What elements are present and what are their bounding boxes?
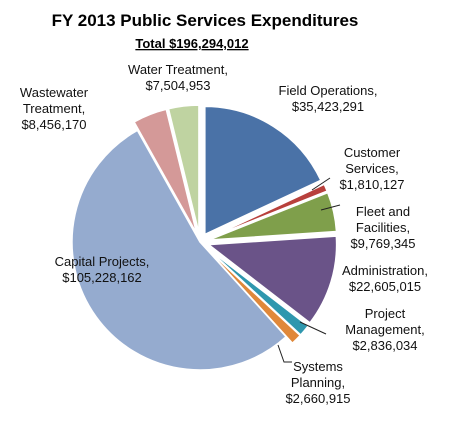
slice-label-line: Field Operations, [279,83,378,98]
pie-slice-field-operations [204,105,322,236]
pie-slice-capital-projects [71,129,288,371]
slice-label-field-operations: Field Operations, $35,423,291 [279,83,378,114]
slice-label-line: Services, [345,161,398,176]
slice-label-line: Administration, [342,263,428,278]
slice-label-line: Project [365,306,406,321]
slice-label-line: $35,423,291 [292,99,364,114]
slice-label-water-treatment: Water Treatment, $7,504,953 [128,62,228,93]
slice-label-line: Systems [293,359,343,374]
slice-label-line: $22,605,015 [349,279,421,294]
slice-label-line: Capital Projects, [55,254,150,269]
pie-slice-water-treatment [167,104,200,234]
slice-label-capital-projects: Capital Projects, $105,228,162 [55,254,150,285]
leader-line-systems-planning [277,344,292,363]
slice-label-line: $9,769,345 [350,236,415,251]
pie-slice-wastewater-treatment [133,108,198,234]
slice-label-line: $1,810,127 [339,177,404,192]
slice-label-line: Management, [345,322,425,337]
slice-label-line: $8,456,170 [21,117,86,132]
chart-subtitle: Total $196,294,012 [135,36,248,51]
slice-label-line: Wastewater [20,85,89,100]
slice-label-line: Water Treatment, [128,62,228,77]
chart-title: FY 2013 Public Services Expenditures [52,11,359,30]
slice-label-line: Facilities, [356,220,410,235]
slice-label-line: Fleet and [356,204,410,219]
slice-label-administration: Administration, $22,605,015 [342,263,428,294]
slice-label-line: Customer [344,145,401,160]
slice-label-line: $2,660,915 [285,391,350,406]
slice-label-line: $105,228,162 [62,270,142,285]
slice-label-line: $2,836,034 [352,338,417,353]
leader-line-project-management [299,321,327,335]
slice-label-systems-planning: Systems Planning, $2,660,915 [285,359,350,406]
slice-label-project-management: Project Management, $2,836,034 [345,306,425,353]
pie-slice-systems-planning [205,247,302,345]
slice-label-fleet-and-facilities: Fleet and Facilities, $9,769,345 [350,204,415,251]
pie-slice-fleet-and-facilities [208,191,338,241]
pie-slice-administration [206,235,338,324]
slice-label-customer-services: Customer Services, $1,810,127 [339,145,404,192]
slice-label-wastewater-treatment: Wastewater Treatment, $8,456,170 [20,85,89,132]
leader-line-customer-services [311,177,331,191]
slice-label-line: Planning, [291,375,345,390]
leader-line-fleet-and-facilities [320,204,341,211]
slice-label-line: Treatment, [23,101,85,116]
slice-label-line: $7,504,953 [145,78,210,93]
pie-slice-customer-services [207,183,329,240]
